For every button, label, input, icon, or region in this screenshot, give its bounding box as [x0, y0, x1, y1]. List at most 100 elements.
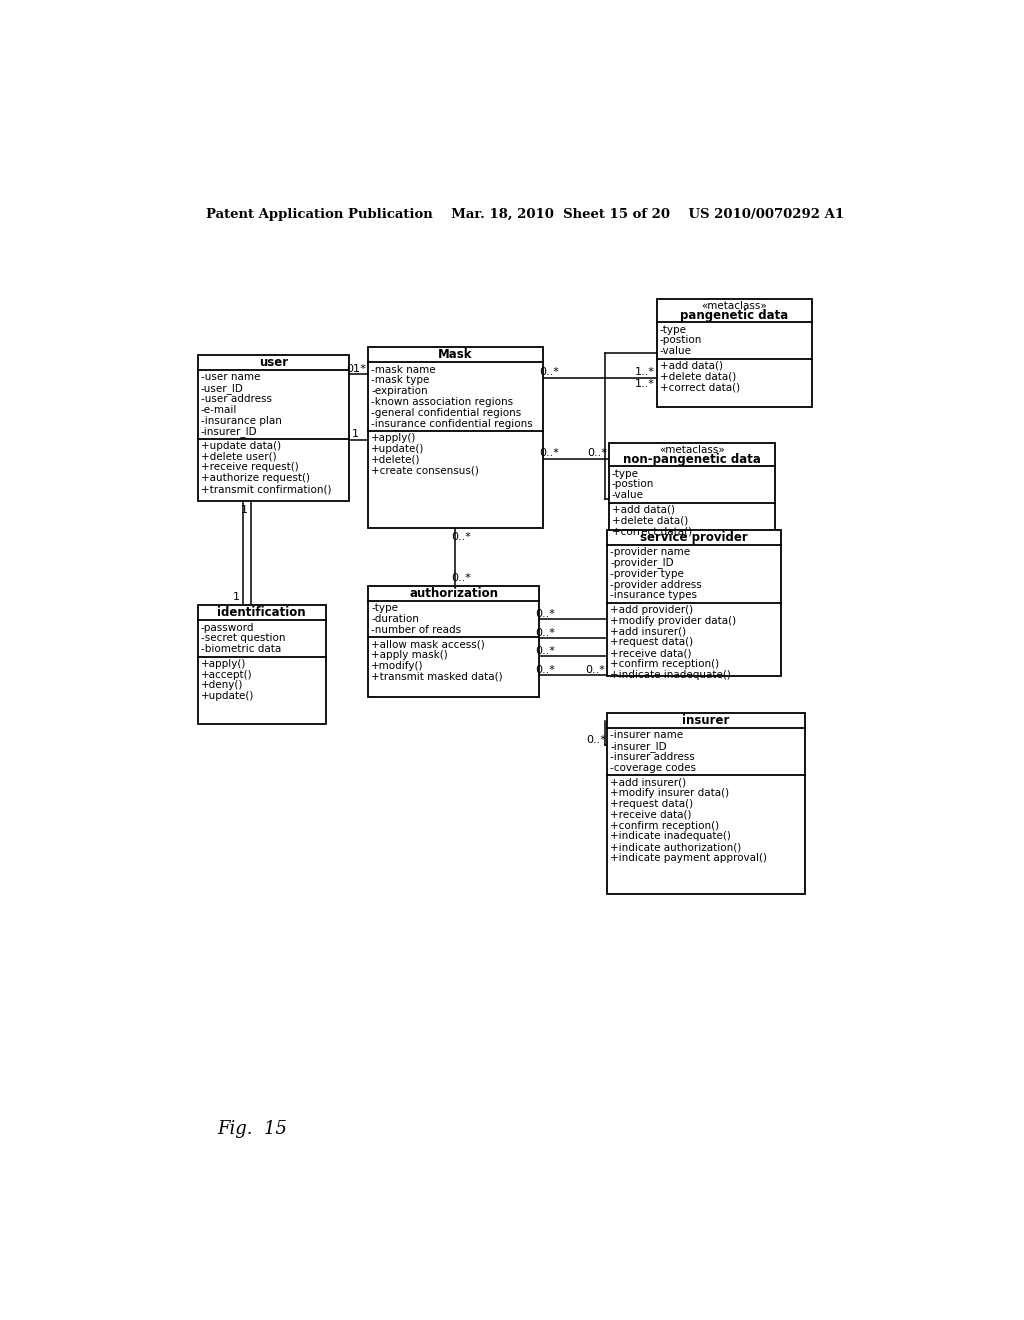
- Text: -general confidential regions: -general confidential regions: [372, 408, 521, 418]
- Text: +apply(): +apply(): [372, 433, 417, 444]
- Text: -user name: -user name: [201, 372, 260, 383]
- Text: 0..*: 0..*: [535, 645, 555, 656]
- Text: «metaclass»: «metaclass»: [701, 301, 767, 312]
- Text: +transmit confirmation(): +transmit confirmation(): [201, 484, 332, 494]
- Text: 1..*: 1..*: [635, 379, 655, 389]
- Text: -e-mail: -e-mail: [201, 405, 238, 414]
- Text: +indicate inadequate(): +indicate inadequate(): [610, 669, 731, 680]
- Text: +confirm reception(): +confirm reception(): [610, 821, 719, 830]
- Text: +update(): +update(): [372, 444, 425, 454]
- Text: -secret question: -secret question: [201, 634, 286, 643]
- Text: 0..*: 0..*: [586, 735, 606, 744]
- Text: +delete(): +delete(): [372, 455, 421, 465]
- Text: 0..*: 0..*: [535, 628, 555, 638]
- Text: -postion: -postion: [611, 479, 654, 490]
- Text: -provider type: -provider type: [610, 569, 684, 578]
- Text: +correct data(): +correct data(): [611, 527, 692, 536]
- Text: -insurer_ID: -insurer_ID: [610, 741, 667, 751]
- Bar: [607, 529, 781, 676]
- Text: 0..*: 0..*: [452, 532, 472, 543]
- Text: +receive data(): +receive data(): [610, 809, 691, 820]
- Text: -provider name: -provider name: [610, 548, 690, 557]
- Text: -expiration: -expiration: [372, 387, 428, 396]
- Text: -user_ID: -user_ID: [201, 383, 244, 393]
- Text: +create consensus(): +create consensus(): [372, 466, 479, 475]
- Text: +indicate inadequate(): +indicate inadequate(): [610, 832, 731, 841]
- Text: -provider_ID: -provider_ID: [610, 557, 674, 569]
- Text: -known association regions: -known association regions: [372, 397, 513, 407]
- Text: +request data(): +request data(): [610, 638, 693, 647]
- Text: -number of reads: -number of reads: [372, 624, 462, 635]
- Text: -insurer name: -insurer name: [610, 730, 683, 741]
- Text: +request data(): +request data(): [610, 799, 693, 809]
- Bar: [198, 355, 349, 502]
- Text: +indicate authorization(): +indicate authorization(): [610, 842, 741, 853]
- Text: +correct data(): +correct data(): [659, 383, 739, 392]
- Text: 1: 1: [232, 593, 240, 602]
- Text: +confirm reception(): +confirm reception(): [610, 659, 719, 669]
- Bar: [608, 444, 775, 554]
- Text: +indicate payment approval(): +indicate payment approval(): [610, 853, 767, 863]
- Text: +add data(): +add data(): [611, 504, 675, 515]
- Text: +modify(): +modify(): [372, 661, 424, 671]
- Text: -value: -value: [611, 490, 644, 500]
- Text: insurer: insurer: [682, 714, 729, 727]
- Text: +allow mask access(): +allow mask access(): [372, 640, 485, 649]
- Text: -biometric data: -biometric data: [201, 644, 282, 655]
- Text: -provider address: -provider address: [610, 579, 701, 590]
- Text: +delete data(): +delete data(): [611, 516, 688, 525]
- Text: +add insurer(): +add insurer(): [610, 627, 686, 636]
- Text: +transmit masked data(): +transmit masked data(): [372, 672, 503, 682]
- Bar: [656, 300, 812, 407]
- Text: «metaclass»: «metaclass»: [658, 445, 725, 455]
- Text: +add provider(): +add provider(): [610, 605, 693, 615]
- Text: -insurance types: -insurance types: [610, 590, 697, 601]
- Text: 0..*: 0..*: [347, 364, 367, 375]
- Text: service provider: service provider: [640, 531, 748, 544]
- Text: +receive data(): +receive data(): [610, 648, 691, 659]
- Text: 0..*: 0..*: [587, 449, 607, 458]
- Text: -insurance confidential regions: -insurance confidential regions: [372, 418, 534, 429]
- Text: -password: -password: [201, 623, 254, 632]
- Text: -type: -type: [372, 603, 398, 614]
- Text: +add data(): +add data(): [659, 360, 723, 371]
- Bar: [369, 586, 539, 697]
- Text: -mask type: -mask type: [372, 375, 430, 385]
- Text: -duration: -duration: [372, 614, 419, 624]
- Text: 0..*: 0..*: [539, 449, 559, 458]
- Text: 1: 1: [353, 364, 360, 375]
- Text: 1..*: 1..*: [635, 367, 655, 378]
- Text: +authorize request(): +authorize request(): [201, 474, 310, 483]
- Text: -insurer_ID: -insurer_ID: [201, 426, 257, 437]
- Text: +delete user(): +delete user(): [201, 451, 276, 462]
- Text: +deny(): +deny(): [201, 680, 244, 690]
- Text: +apply(): +apply(): [201, 659, 246, 669]
- Text: +update data(): +update data(): [201, 441, 281, 451]
- Text: 0..*: 0..*: [539, 367, 559, 378]
- Text: -coverage codes: -coverage codes: [610, 763, 696, 772]
- Text: -value: -value: [659, 346, 691, 356]
- Text: 0..*: 0..*: [452, 573, 472, 583]
- Text: Patent Application Publication    Mar. 18, 2010  Sheet 15 of 20    US 2010/00702: Patent Application Publication Mar. 18, …: [206, 209, 844, 222]
- Text: +add insurer(): +add insurer(): [610, 777, 686, 788]
- Text: +accept(): +accept(): [201, 669, 253, 680]
- Text: -insurer address: -insurer address: [610, 752, 695, 762]
- Text: +update(): +update(): [201, 692, 254, 701]
- Text: Fig.  15: Fig. 15: [217, 1119, 287, 1138]
- Text: +delete data(): +delete data(): [659, 372, 736, 381]
- Text: +modify insurer data(): +modify insurer data(): [610, 788, 729, 799]
- Text: user: user: [259, 356, 288, 370]
- Text: -postion: -postion: [659, 335, 702, 346]
- Text: Mask: Mask: [438, 348, 473, 362]
- Text: 0..*: 0..*: [535, 609, 555, 619]
- Text: -mask name: -mask name: [372, 364, 436, 375]
- Text: +modify provider data(): +modify provider data(): [610, 615, 736, 626]
- Text: non-pangenetic data: non-pangenetic data: [623, 453, 761, 466]
- Text: 0..*: 0..*: [535, 665, 555, 675]
- Text: +receive request(): +receive request(): [201, 462, 299, 473]
- Text: -type: -type: [611, 469, 639, 479]
- Text: 0..*: 0..*: [586, 665, 605, 675]
- Text: identification: identification: [217, 606, 306, 619]
- Text: -insurance plan: -insurance plan: [201, 416, 282, 425]
- Bar: [198, 605, 326, 725]
